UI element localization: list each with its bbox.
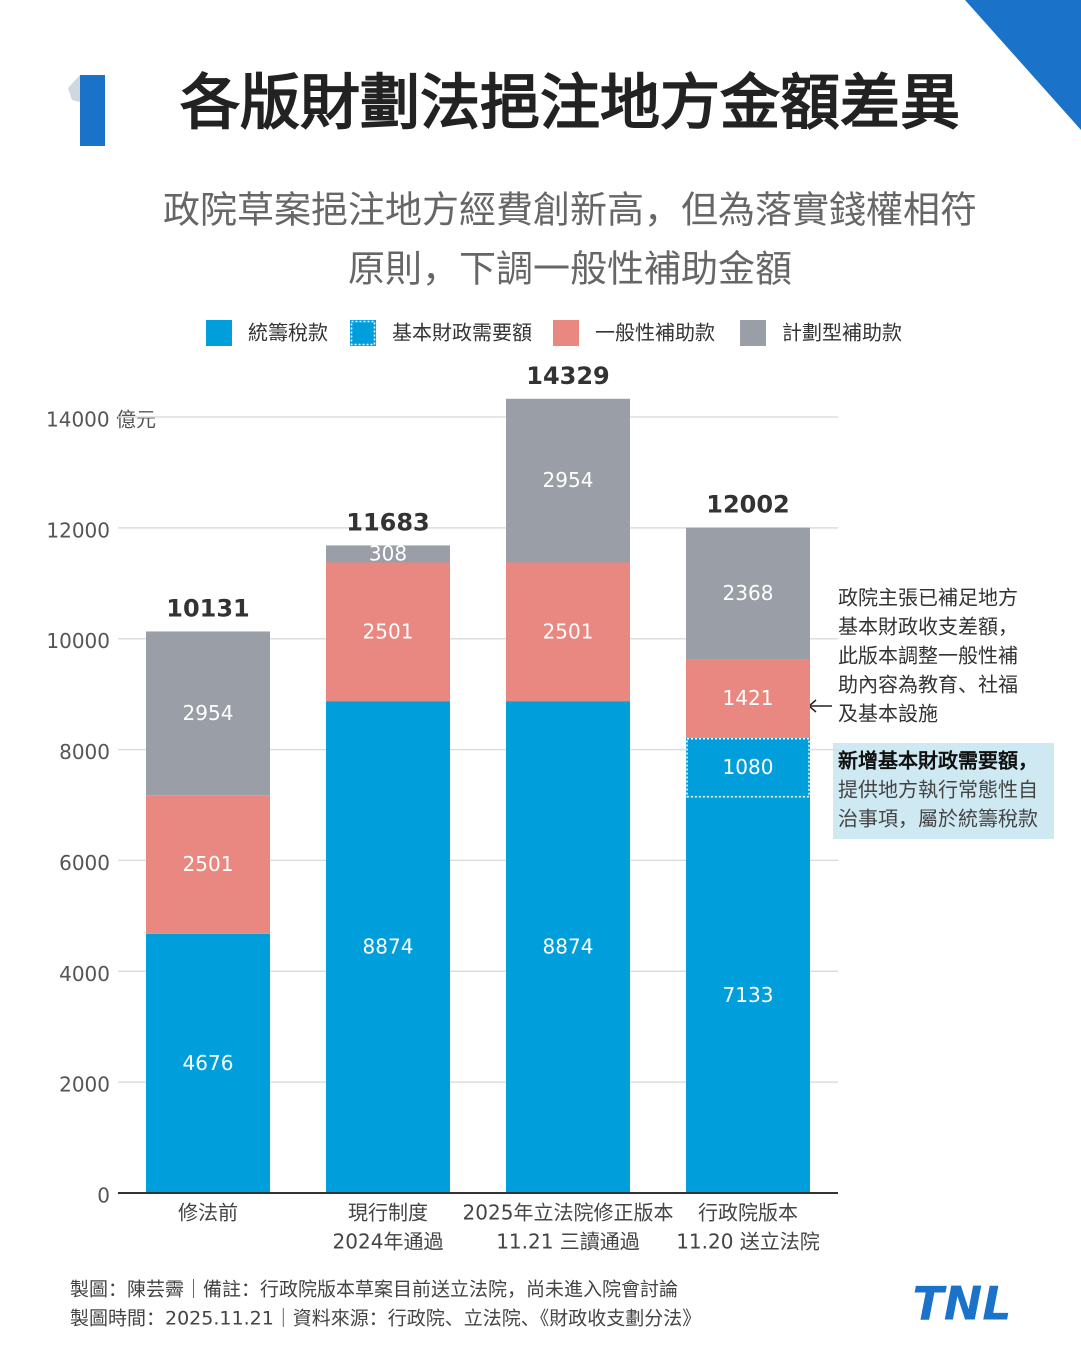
value-label: 2501 (363, 619, 414, 643)
bar-segment (686, 797, 810, 1193)
bar-segment (146, 795, 270, 934)
bar-segment (506, 562, 630, 702)
legend-swatch (350, 320, 376, 346)
bar-segment (686, 659, 810, 738)
value-label: 1080 (723, 755, 774, 779)
total-label: 12002 (706, 491, 790, 519)
bar-segment (506, 701, 630, 1193)
x-tick-label: 11.21 三讀通過 (496, 1230, 640, 1254)
value-label: 4676 (183, 1051, 234, 1075)
bar-segment (506, 398, 630, 563)
legend-label: 一般性補助款 (595, 321, 715, 345)
legend-swatch-border (350, 320, 376, 346)
value-label: 2368 (723, 581, 774, 605)
x-tick-label: 修法前 (178, 1201, 238, 1225)
annotation: 治事項，屬於統籌稅款 (838, 807, 1038, 831)
corner-triangle (965, 0, 1081, 130)
bar-segment (146, 933, 270, 1193)
legend-swatch (553, 320, 579, 346)
value-label: 2501 (183, 852, 234, 876)
value-label: 2954 (183, 701, 234, 725)
y-tick-label: 14000 億元 (46, 408, 156, 432)
y-tick-label: 2000 (59, 1073, 110, 1097)
value-label: 308 (369, 541, 407, 565)
legend-label: 統籌稅款 (248, 321, 328, 345)
footer: 製圖：陳芸霽｜備註：行政院版本草案目前送立法院，尚未進入院會討論 (70, 1279, 678, 1301)
bar-segment (326, 545, 450, 563)
value-label: 7133 (723, 983, 774, 1007)
x-tick-label: 行政院版本 (698, 1201, 798, 1225)
x-tick-label: 2025年立法院修正版本 (463, 1201, 674, 1225)
subtitle: 政院草案挹注地方經費創新高，但為落實錢權相符 (163, 189, 977, 232)
y-tick-label: 0 (97, 1184, 110, 1208)
x-tick-label: 現行制度 (348, 1201, 428, 1225)
annotation: 提供地方執行常態性自 (838, 778, 1038, 802)
annotation-box (833, 743, 1054, 839)
bar-segment (146, 631, 270, 796)
bar-segment (326, 562, 450, 702)
footer: 製圖時間：2025.11.21｜資料來源：行政院、立法院、《財政收支劃分法》 (70, 1308, 701, 1330)
annotation: 政院主張已補足地方 (838, 586, 1018, 610)
x-tick-label: 2024年通過 (333, 1230, 444, 1254)
y-tick-label: 12000 (46, 518, 110, 542)
bar-segment (686, 737, 810, 798)
y-tick-label: 6000 (59, 851, 110, 875)
legend-swatch (740, 320, 766, 346)
annotation: 及基本設施 (838, 702, 938, 726)
value-label: 8874 (363, 935, 414, 959)
bar-segment (686, 527, 810, 660)
y-tick-label: 8000 (59, 740, 110, 764)
total-label: 11683 (346, 508, 430, 536)
annotation: 新增基本財政需要額， (838, 749, 1038, 773)
y-tick-label: 4000 (59, 962, 110, 986)
chart-title: 各版財劃法挹注地方金額差異 (180, 69, 960, 139)
bar-segment (326, 701, 450, 1193)
legend-label: 基本財政需要額 (392, 321, 532, 345)
annotation: 基本財政收支差額， (838, 615, 1018, 639)
total-label: 14329 (526, 362, 610, 390)
x-tick-label: 11.20 送立法院 (676, 1230, 820, 1254)
value-label: 2501 (543, 619, 594, 643)
logo: TNL (912, 1277, 1011, 1331)
legend-swatch (206, 320, 232, 346)
total-label: 10131 (166, 594, 250, 622)
title-accent-shadow (68, 75, 80, 102)
title-accent (80, 75, 105, 146)
legend-label: 計劃型補助款 (782, 321, 902, 345)
value-label: 8874 (543, 935, 594, 959)
y-tick-label: 10000 (46, 629, 110, 653)
annotation: 此版本調整一般性補 (838, 644, 1018, 668)
annotation: 助內容為教育、社福 (838, 673, 1018, 697)
value-label: 1421 (723, 686, 774, 710)
value-label: 2954 (543, 468, 594, 492)
subtitle: 原則，下調一般性補助金額 (348, 248, 792, 291)
bar-segment-border (686, 738, 810, 798)
